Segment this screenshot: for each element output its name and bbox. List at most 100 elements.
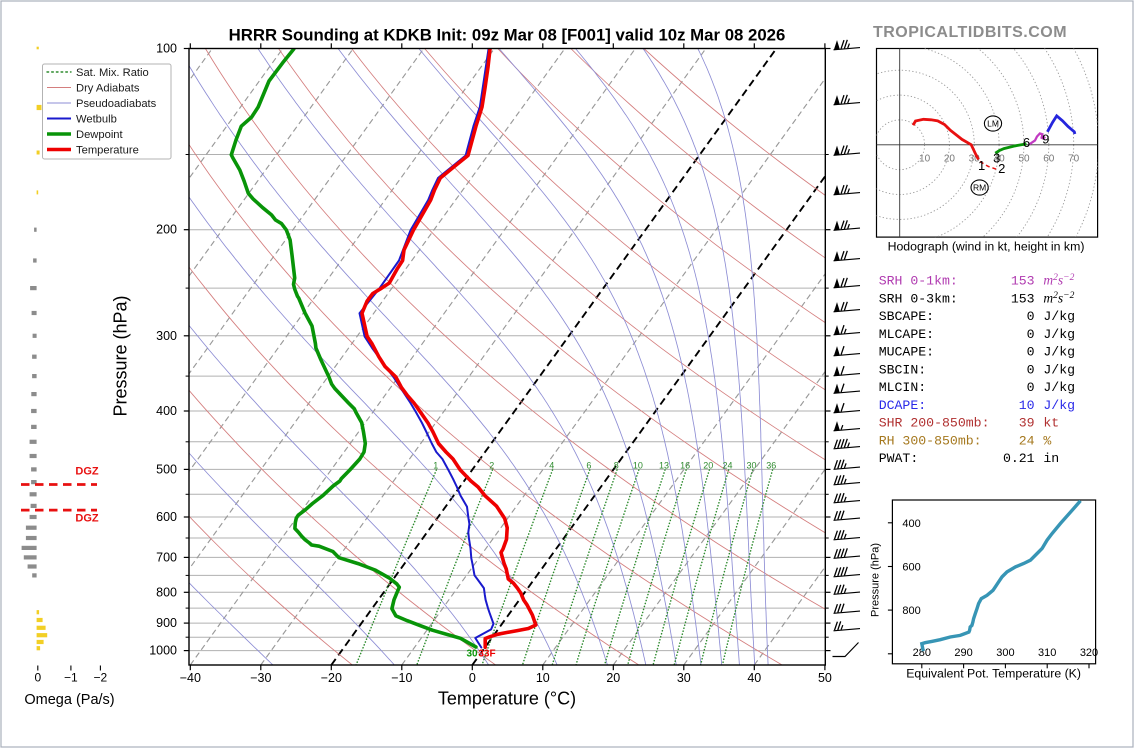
svg-text:MUCAPE:: MUCAPE:: [879, 345, 934, 360]
svg-text:%: %: [1043, 433, 1051, 448]
svg-text:20: 20: [944, 154, 956, 165]
svg-text:60: 60: [1043, 154, 1055, 165]
svg-text:0: 0: [1027, 345, 1035, 360]
svg-text:J/kg: J/kg: [1043, 362, 1075, 377]
svg-text:4: 4: [549, 460, 554, 470]
svg-text:−2: −2: [94, 671, 108, 685]
svg-text:Wetbulb: Wetbulb: [76, 114, 117, 126]
svg-text:600: 600: [156, 510, 177, 524]
svg-text:0: 0: [1027, 380, 1035, 395]
svg-text:1: 1: [978, 158, 985, 173]
svg-text:13: 13: [659, 460, 669, 470]
svg-text:300: 300: [156, 329, 177, 343]
svg-text:50: 50: [818, 671, 832, 685]
svg-text:Temperature (°C): Temperature (°C): [438, 689, 576, 709]
svg-text:8: 8: [614, 460, 619, 470]
svg-text:9: 9: [1042, 131, 1049, 146]
svg-text:RM: RM: [973, 183, 986, 193]
svg-text:100: 100: [156, 42, 177, 56]
svg-text:Dry Adiabats: Dry Adiabats: [76, 83, 140, 95]
svg-text:LM: LM: [987, 119, 999, 129]
svg-text:20: 20: [703, 460, 713, 470]
svg-text:J/kg: J/kg: [1043, 327, 1075, 342]
svg-text:Pressure (hPa): Pressure (hPa): [869, 543, 881, 617]
svg-text:−40: −40: [180, 671, 201, 685]
svg-text:Temperature: Temperature: [76, 145, 139, 157]
svg-text:153: 153: [1011, 274, 1035, 289]
svg-text:10: 10: [919, 154, 931, 165]
svg-text:300: 300: [996, 647, 1014, 659]
svg-text:Omega (Pa/s): Omega (Pa/s): [24, 692, 114, 708]
svg-text:DGZ: DGZ: [75, 466, 99, 478]
svg-text:HRRR Sounding at KDKB Init: 09: HRRR Sounding at KDKB Init: 09z Mar 08 […: [229, 26, 786, 45]
svg-text:−10: −10: [391, 671, 412, 685]
svg-text:10: 10: [536, 671, 550, 685]
svg-text:in: in: [1043, 451, 1059, 466]
svg-text:SRH 0-1km:: SRH 0-1km:: [879, 274, 958, 289]
svg-text:10: 10: [1019, 398, 1035, 413]
svg-text:Equivalent Pot. Temperature (K: Equivalent Pot. Temperature (K): [906, 667, 1081, 681]
svg-text:J/kg: J/kg: [1043, 398, 1075, 413]
svg-text:−30: −30: [250, 671, 271, 685]
svg-text:0: 0: [34, 671, 41, 685]
svg-text:24: 24: [722, 460, 732, 470]
svg-text:2: 2: [998, 161, 1005, 176]
svg-text:MLCIN:: MLCIN:: [879, 380, 926, 395]
svg-text:−20: −20: [321, 671, 342, 685]
svg-text:DGZ: DGZ: [75, 513, 99, 525]
svg-text:30: 30: [746, 460, 756, 470]
svg-text:MLCAPE:: MLCAPE:: [879, 327, 934, 342]
svg-text:Hodograph (wind in kt, height: Hodograph (wind in kt, height in km): [888, 240, 1085, 254]
svg-text:DCAPE:: DCAPE:: [879, 398, 926, 413]
svg-text:6: 6: [1023, 135, 1030, 150]
svg-text:500: 500: [156, 462, 177, 476]
svg-text:2: 2: [489, 460, 494, 470]
svg-text:3: 3: [993, 150, 1000, 165]
svg-text:1: 1: [433, 460, 438, 470]
svg-text:40: 40: [994, 154, 1006, 165]
svg-text:0: 0: [469, 671, 476, 685]
svg-text:J/kg: J/kg: [1043, 309, 1075, 324]
svg-text:153: 153: [1011, 291, 1035, 306]
svg-text:30: 30: [466, 649, 478, 660]
svg-text:310: 310: [1038, 647, 1056, 659]
svg-text:0: 0: [1027, 309, 1035, 324]
svg-text:200: 200: [156, 223, 177, 237]
svg-text:SRH 0-3km:: SRH 0-3km:: [879, 291, 958, 306]
svg-text:36: 36: [766, 460, 776, 470]
svg-text:600: 600: [902, 562, 920, 574]
svg-text:TROPICALTIDBITS.COM: TROPICALTIDBITS.COM: [873, 24, 1067, 41]
svg-text:J/kg: J/kg: [1043, 380, 1075, 395]
svg-text:Pseudoadiabats: Pseudoadiabats: [76, 98, 157, 110]
svg-text:−1: −1: [64, 671, 78, 685]
svg-text:0: 0: [1027, 362, 1035, 377]
svg-text:320: 320: [1080, 647, 1098, 659]
svg-text:SBCAPE:: SBCAPE:: [879, 309, 934, 324]
svg-text:J/kg: J/kg: [1043, 345, 1075, 360]
svg-text:400: 400: [902, 518, 920, 530]
svg-text:SHR 200-850mb:: SHR 200-850mb:: [879, 416, 990, 431]
svg-text:280: 280: [913, 647, 931, 659]
svg-text:33F: 33F: [478, 649, 495, 660]
svg-text:400: 400: [156, 404, 177, 418]
svg-text:16: 16: [680, 460, 690, 470]
svg-text:10: 10: [633, 460, 643, 470]
svg-text:40: 40: [747, 671, 761, 685]
svg-text:0: 0: [1027, 327, 1035, 342]
svg-text:30: 30: [677, 671, 691, 685]
svg-text:800: 800: [156, 585, 177, 599]
svg-text:1000: 1000: [149, 644, 177, 658]
svg-text:0.21: 0.21: [1003, 451, 1035, 466]
svg-text:900: 900: [156, 616, 177, 630]
svg-text:SBCIN:: SBCIN:: [879, 362, 926, 377]
svg-text:6: 6: [586, 460, 591, 470]
svg-text:30: 30: [969, 154, 981, 165]
svg-text:20: 20: [606, 671, 620, 685]
svg-text:50: 50: [1018, 154, 1030, 165]
svg-text:RH 300-850mb:: RH 300-850mb:: [879, 433, 982, 448]
svg-text:PWAT:: PWAT:: [879, 451, 919, 466]
svg-text:24: 24: [1019, 433, 1035, 448]
svg-text:700: 700: [156, 550, 177, 564]
svg-text:800: 800: [902, 605, 920, 617]
svg-text:kt: kt: [1043, 416, 1059, 431]
